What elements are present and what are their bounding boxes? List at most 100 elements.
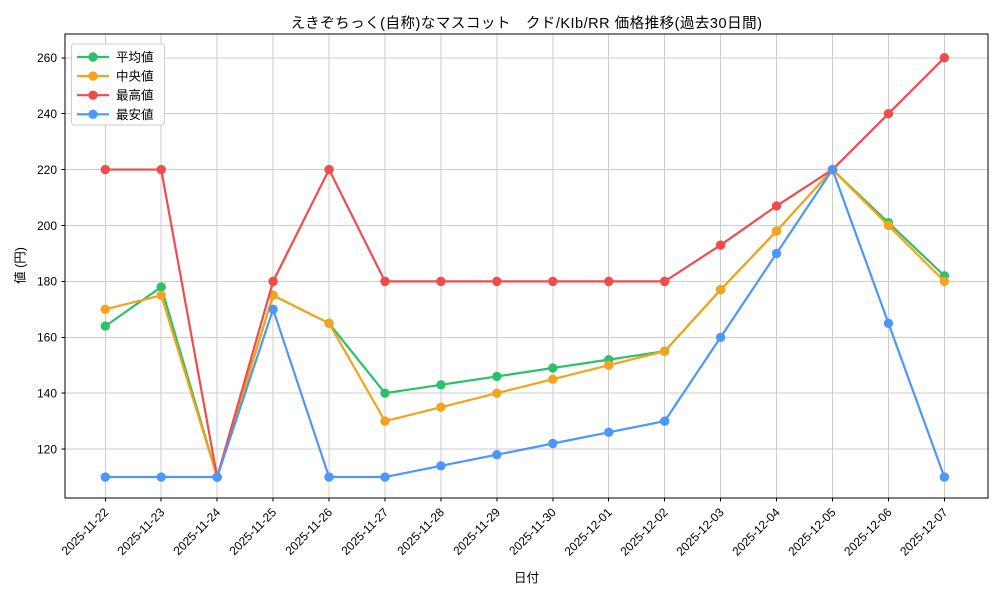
legend-marker-median <box>88 71 98 81</box>
legend-marker-max <box>88 90 98 100</box>
x-tick-label: 2025-11-28 <box>394 505 447 558</box>
legend-label-median: 中央値 <box>116 69 154 84</box>
data-point-median <box>548 374 558 384</box>
x-tick-label: 2025-12-03 <box>673 505 727 559</box>
x-tick-label: 2025-12-04 <box>729 505 783 559</box>
series-line-median <box>105 168 946 479</box>
y-tick-label: 140 <box>37 386 57 400</box>
data-point-max <box>883 108 894 119</box>
x-tick-label: 2025-11-30 <box>506 505 559 558</box>
data-point-min <box>939 472 950 482</box>
data-point-max <box>436 276 446 287</box>
data-point-average <box>436 380 446 390</box>
data-point-median <box>604 360 614 370</box>
data-point-min <box>827 164 838 175</box>
x-tick-label: 2025-12-01 <box>562 505 616 559</box>
x-tick-label: 2025-11-22 <box>59 505 112 558</box>
data-point-median <box>380 416 390 426</box>
data-point-min <box>268 304 278 315</box>
data-point-max <box>771 201 782 211</box>
series-line-max <box>105 56 946 479</box>
data-point-median <box>883 220 894 231</box>
x-tick-label: 2025-11-29 <box>450 505 503 558</box>
data-point-min <box>100 472 110 482</box>
data-point-max <box>604 276 614 287</box>
data-point-median <box>715 285 726 295</box>
x-tick-label: 2025-12-06 <box>841 505 895 559</box>
chart-title: えきぞちっく(自称)なマスコット クド/KIb/RR 価格推移(過去30日間) <box>290 16 763 32</box>
data-point-max <box>659 276 670 287</box>
x-tick-label: 2025-12-07 <box>897 505 951 559</box>
data-point-min <box>380 472 390 482</box>
legend-label-min: 最安値 <box>116 107 154 122</box>
y-tick-label: 220 <box>37 163 57 177</box>
data-point-min <box>771 248 782 259</box>
data-point-min <box>715 332 726 342</box>
x-tick-label: 2025-12-02 <box>617 505 671 559</box>
data-point-average <box>548 363 558 373</box>
data-point-min <box>659 416 670 426</box>
data-point-max <box>939 53 950 63</box>
data-point-min <box>156 472 166 482</box>
series-median <box>100 164 950 482</box>
data-point-max <box>268 276 278 287</box>
x-tick-label: 2025-12-05 <box>785 505 839 559</box>
data-point-median <box>939 276 950 287</box>
y-tick-label: 260 <box>37 51 57 65</box>
y-tick-label: 200 <box>37 219 57 233</box>
y-tick-label: 160 <box>37 331 57 345</box>
x-tick-label: 2025-11-27 <box>338 505 391 558</box>
y-tick-label: 180 <box>37 275 57 289</box>
data-point-min <box>324 472 334 482</box>
series-min <box>100 164 950 482</box>
legend-item-median: 中央値 <box>77 69 154 84</box>
data-point-max <box>548 276 558 287</box>
legend-label-average: 平均値 <box>116 50 154 65</box>
legend-label-max: 最高値 <box>116 88 154 103</box>
data-point-average <box>156 282 166 292</box>
legend-box <box>71 43 165 126</box>
legend-item-average: 平均値 <box>77 50 154 65</box>
data-point-average <box>380 388 390 398</box>
data-point-median <box>100 304 110 315</box>
plot-border <box>64 33 989 499</box>
data-point-median <box>156 290 166 301</box>
series-average <box>100 164 950 482</box>
data-point-average <box>492 371 502 382</box>
legend-marker-min <box>88 109 98 120</box>
data-point-min <box>492 449 502 460</box>
data-point-median <box>659 346 670 356</box>
data-point-median <box>492 388 502 398</box>
legend-item-max: 最高値 <box>77 88 154 103</box>
legend-item-min: 最安値 <box>77 107 154 122</box>
x-tick-label: 2025-11-25 <box>227 505 280 558</box>
x-tick-label: 2025-11-24 <box>171 505 224 558</box>
x-axis-label: 日付 <box>513 571 539 585</box>
series-line-min <box>105 168 946 479</box>
data-point-median <box>771 226 782 236</box>
data-point-max <box>156 164 166 175</box>
data-point-min <box>604 427 614 438</box>
y-tick-label: 120 <box>37 442 57 456</box>
data-point-max <box>380 276 390 287</box>
data-point-min <box>212 472 222 482</box>
data-point-min <box>436 461 446 471</box>
data-point-median <box>436 402 446 412</box>
x-tick-label: 2025-11-23 <box>115 505 168 558</box>
series-max <box>100 53 950 482</box>
data-point-median <box>324 318 334 329</box>
x-tick-label: 2025-11-26 <box>282 505 335 558</box>
data-point-min <box>548 438 558 449</box>
data-point-average <box>100 321 110 331</box>
data-point-max <box>100 164 110 175</box>
data-point-max <box>492 276 502 287</box>
y-tick-label: 240 <box>37 107 57 121</box>
data-point-max <box>715 240 726 250</box>
data-point-max <box>324 164 334 175</box>
data-point-min <box>883 318 894 329</box>
legend-marker-average <box>88 52 98 62</box>
